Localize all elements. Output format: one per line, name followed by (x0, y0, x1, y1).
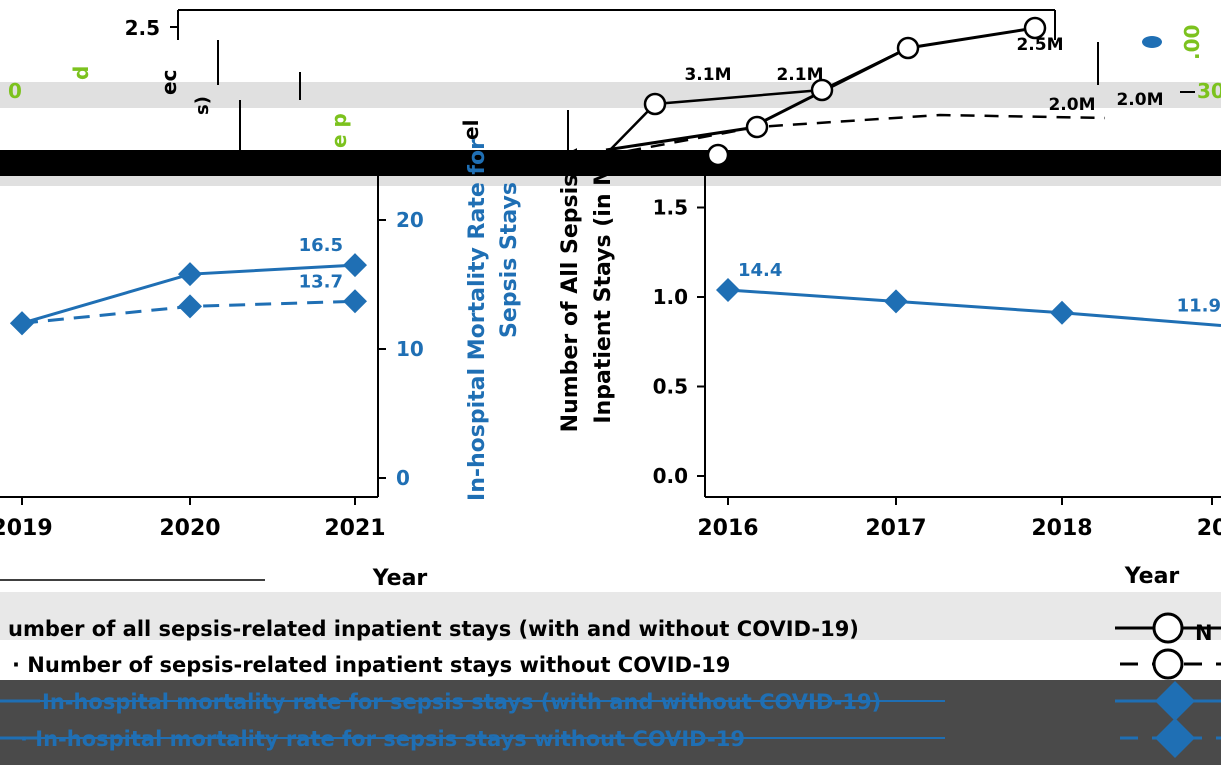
stays-line-mid (609, 46, 909, 151)
right-y-axis-title: Number of All Sepsis-R (558, 148, 583, 433)
mortality-data-label: 13.7 (299, 271, 343, 292)
glitch-band-light-2 (0, 176, 1221, 186)
legend-circle-marker (1152, 612, 1184, 644)
right-x-ticks: 2016 2017 2018 20 (697, 497, 1221, 541)
mortality-diamond-marker (10, 311, 34, 336)
label-fragment: ec (157, 70, 181, 95)
right-y-ticks: 0.0 0.5 1.0 1.5 (653, 196, 705, 488)
right-x-tick-label: 2017 (865, 516, 926, 541)
glitch-band-light (0, 82, 1221, 108)
mortality-series-line (727, 288, 1221, 327)
label-fragment: el (459, 120, 483, 140)
mortality-data-label: 16.5 (299, 235, 343, 256)
legend-band-light (0, 592, 1221, 640)
green-tick-fragment: 0 (8, 79, 22, 103)
stays-marker (745, 115, 769, 139)
mask (0, 578, 265, 588)
legend-band-dark (0, 680, 1221, 765)
stays-marker (643, 92, 667, 116)
left-series: 16.5 13.7 (10, 235, 367, 336)
top-region: 2.5 3.1M 2.5M 2.1M 2.0M 2.0M 1.0M .00 30… (0, 9, 1221, 186)
mortality-data-label: 14.4 (738, 260, 782, 281)
left-right-y-ticks: 0 10 20 (378, 208, 424, 490)
stays-marker (896, 36, 920, 60)
right-series: 14.4 11.9 (716, 260, 1221, 327)
left-panel: 2019 2020 2021 0 10 20 16.5 13.7 In-hospital … (0, 139, 522, 591)
right-y-axis-title-2: Inpatient Stays (in Mi (591, 156, 616, 423)
stays-marker (706, 143, 730, 167)
green-tick-fragment: .00 (1180, 25, 1204, 60)
mortality-diamond-marker (884, 289, 908, 314)
top-tick-label: 2.5 (125, 16, 160, 40)
mortality-diamond-marker (1050, 300, 1074, 325)
left-year-fragment: Year (372, 566, 428, 591)
stays-label: 2.5M (1016, 35, 1063, 55)
right-x-tick-label: 2018 (1031, 516, 1092, 541)
stays-marker (1023, 16, 1047, 40)
left-y-tick-label: 20 (396, 208, 424, 232)
legend-circle-marker (1152, 648, 1184, 680)
left-y-tick-label: 0 (396, 466, 410, 490)
left-y-axis-title-2: Sepsis Stays (497, 182, 522, 338)
mortality-diamond-marker (178, 262, 202, 287)
legend: umber of all sepsis-related inpatient st… (0, 592, 1221, 765)
right-y-tick-label: 1.0 (653, 285, 688, 309)
mortality-diamond-marker (178, 294, 202, 319)
green-tick-fragment: 30 (1197, 79, 1221, 103)
stays-marker (810, 78, 834, 102)
right-x-tick-label: 20 (1197, 516, 1221, 541)
left-x-tick-label: 2019 (0, 516, 53, 541)
left-y-axis-title: In-hospital Mortality Rate for (465, 139, 490, 501)
green-label-fragment: d (69, 66, 93, 80)
green-label-fragment: e p (327, 113, 351, 148)
stays-label: 2.1M (776, 65, 823, 85)
left-y-tick-label: 10 (396, 337, 424, 361)
mortality-diamond-marker (716, 278, 740, 302)
stays-label: 2.0M (1116, 90, 1163, 110)
legend-fragment: N (1195, 621, 1213, 645)
left-x-ticks: 2019 2020 2021 (0, 497, 386, 541)
mortality-diamond-marker (343, 253, 367, 278)
mortality-diamond-marker (1155, 681, 1195, 721)
right-panel: 2016 2017 2018 20 0.0 0.5 1.0 1.5 14.4 11.9 Num… (558, 148, 1221, 589)
stays-label: 1.0M (736, 161, 783, 181)
stays-line-dashed (579, 113, 1106, 162)
stays-label: 3.1M (684, 65, 731, 85)
left-x-tick-label: 2021 (324, 516, 385, 541)
mortality-diamond-marker (343, 289, 367, 314)
mortality-diamond-marker (1155, 718, 1195, 758)
right-x-tick-label: 2016 (697, 516, 758, 541)
legend-label: · Number of sepsis-related inpatient sta… (12, 653, 730, 677)
legend-label: umber of all sepsis-related inpatient st… (8, 617, 859, 641)
label-fragment: s) (192, 96, 213, 115)
mortality-data-label: 11.9 (1177, 296, 1221, 317)
right-y-tick-label: 0.0 (653, 464, 688, 488)
stays-label: 2.0M (1048, 95, 1095, 115)
right-y-tick-label: 1.5 (653, 196, 688, 220)
right-y-tick-label: 0.5 (653, 375, 688, 399)
left-x-tick-label: 2020 (159, 516, 220, 541)
x-axis-title: Year (1124, 564, 1180, 589)
mortality-marker-fragment (1142, 36, 1162, 48)
